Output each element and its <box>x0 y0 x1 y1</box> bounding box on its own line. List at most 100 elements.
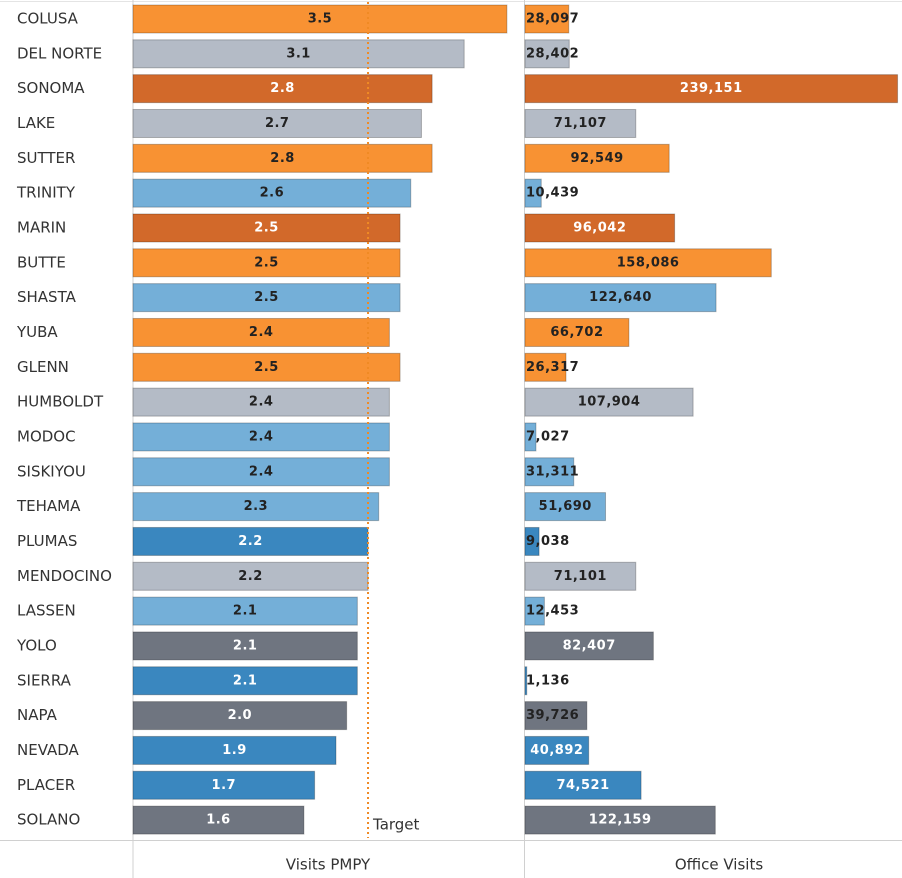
bar <box>132 387 390 417</box>
bar <box>524 74 899 104</box>
value-label: 12,453 <box>526 604 579 619</box>
category-label: NAPA <box>17 706 58 724</box>
value-label: 2.8 <box>270 151 295 166</box>
category-label: YUBA <box>16 323 58 341</box>
bar <box>132 492 380 522</box>
value-label: 2.5 <box>254 360 279 375</box>
bar <box>132 248 401 278</box>
value-label: 2.1 <box>233 638 258 653</box>
value-label: 2.4 <box>249 325 274 340</box>
category-label: NEVADA <box>17 741 80 759</box>
bar <box>524 631 654 661</box>
category-label: YOLO <box>16 636 57 654</box>
bar <box>524 526 540 556</box>
value-label: 31,311 <box>526 464 579 479</box>
value-label: 2.5 <box>254 255 279 270</box>
bar <box>132 735 337 765</box>
category-label: BUTTE <box>17 253 66 271</box>
value-label: 2.5 <box>254 290 279 305</box>
category-label: PLUMAS <box>17 532 77 550</box>
bar <box>524 770 642 800</box>
bar <box>524 596 545 626</box>
value-label: 26,317 <box>526 360 579 375</box>
bar <box>132 74 433 104</box>
value-label: 1.9 <box>222 743 247 758</box>
category-label: PLACER <box>17 776 75 794</box>
bar <box>524 352 567 382</box>
bar <box>132 631 358 661</box>
category-label: MENDOCINO <box>17 567 112 585</box>
bar <box>132 178 412 208</box>
category-label: LASSEN <box>17 602 76 620</box>
value-label: 96,042 <box>573 220 626 235</box>
bar <box>524 492 607 522</box>
bar <box>132 283 401 313</box>
value-label: 239,151 <box>680 81 743 96</box>
category-label: SHASTA <box>17 288 77 306</box>
category-label: SISKIYOU <box>17 462 86 480</box>
value-label: 3.5 <box>308 12 333 27</box>
category-label: MODOC <box>17 427 76 445</box>
bar <box>524 457 575 487</box>
axis-title: Office Visits <box>675 856 764 874</box>
bar <box>132 422 390 452</box>
value-label: 82,407 <box>563 638 616 653</box>
bar <box>524 561 637 591</box>
value-label: 7,027 <box>526 429 570 444</box>
value-label: 39,726 <box>526 708 579 723</box>
value-label: 3.1 <box>286 46 311 61</box>
category-label: HUMBOLDT <box>17 393 104 411</box>
bar <box>524 108 637 138</box>
category-label: MARIN <box>17 218 66 236</box>
bar <box>132 457 390 487</box>
value-label: 2.8 <box>270 81 295 96</box>
bar <box>132 666 358 696</box>
bar <box>132 352 401 382</box>
value-label: 1,136 <box>526 673 570 688</box>
value-label: 2.5 <box>254 220 279 235</box>
category-label: TRINITY <box>16 184 76 202</box>
value-label: 71,107 <box>554 116 607 131</box>
bar <box>524 143 670 173</box>
value-label: 66,702 <box>550 325 603 340</box>
bar <box>524 422 537 452</box>
value-label: 2.4 <box>249 464 274 479</box>
value-label: 1.6 <box>206 813 231 828</box>
value-label: 2.1 <box>233 673 258 688</box>
bar <box>132 701 348 731</box>
value-label: 2.7 <box>265 116 290 131</box>
bar <box>132 526 369 556</box>
value-label: 122,640 <box>589 290 652 305</box>
value-label: 28,402 <box>526 46 579 61</box>
value-label: 158,086 <box>617 255 680 270</box>
category-label: COLUSA <box>17 10 79 28</box>
bar <box>132 143 433 173</box>
category-label: SONOMA <box>17 79 85 97</box>
value-label: 2.4 <box>249 429 274 444</box>
bar <box>524 735 590 765</box>
value-label: 51,690 <box>539 499 592 514</box>
category-label: SIERRA <box>17 671 72 689</box>
value-label: 40,892 <box>530 743 583 758</box>
value-label: 2.4 <box>249 395 274 410</box>
reference-label: Target <box>372 816 420 834</box>
value-label: 2.3 <box>244 499 269 514</box>
bar <box>132 39 465 69</box>
value-label: 2.2 <box>238 569 263 584</box>
bar <box>132 770 316 800</box>
bar <box>132 4 508 34</box>
value-label: 107,904 <box>578 395 641 410</box>
category-label: LAKE <box>17 114 55 132</box>
value-label: 71,101 <box>554 569 607 584</box>
value-label: 28,097 <box>526 12 579 27</box>
bar <box>524 213 676 243</box>
value-label: 1.7 <box>212 778 237 793</box>
category-label: GLENN <box>17 358 69 376</box>
bar <box>524 283 717 313</box>
value-label: 92,549 <box>571 151 624 166</box>
bar <box>132 596 358 626</box>
value-label: 2.2 <box>238 534 263 549</box>
bar <box>132 108 422 138</box>
bar <box>524 4 570 34</box>
